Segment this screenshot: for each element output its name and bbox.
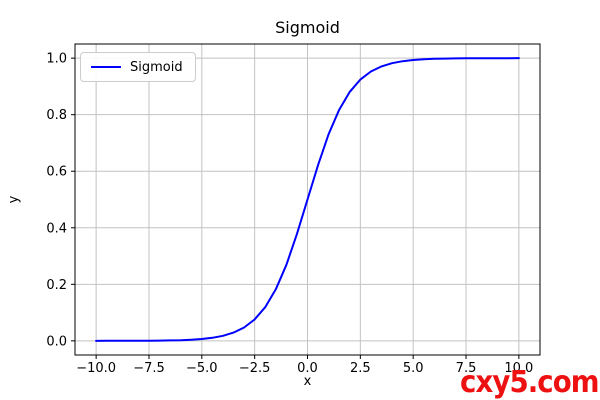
y-tick-label: 0.0	[46, 334, 67, 349]
x-tick-label: −2.5	[239, 361, 271, 376]
y-tick-label: 0.4	[46, 221, 67, 236]
chart-title: Sigmoid	[275, 18, 340, 37]
y-axis-label: y	[6, 195, 22, 204]
x-tick-label: 10.0	[504, 361, 533, 376]
x-tick-label: 2.5	[350, 361, 371, 376]
x-tick-label: 5.0	[403, 361, 424, 376]
x-tick-label: −5.0	[186, 361, 218, 376]
x-tick-label: 7.5	[456, 361, 477, 376]
y-tick-label: 0.6	[46, 165, 67, 180]
legend-label: Sigmoid	[130, 59, 183, 75]
x-tick-label: 0.0	[297, 361, 318, 376]
y-tick-label: 0.8	[46, 108, 67, 123]
y-tick-label: 0.2	[46, 278, 67, 293]
y-tick-label: 1.0	[46, 52, 67, 67]
sigmoid-curve	[95, 57, 520, 342]
x-axis-label: x	[303, 374, 312, 389]
legend: Sigmoid	[80, 52, 196, 82]
x-tick-label: −7.5	[133, 361, 165, 376]
legend-line-sample	[91, 66, 121, 68]
watermark: cxy5.com	[460, 365, 599, 400]
x-tick-label: −10.0	[76, 361, 116, 376]
